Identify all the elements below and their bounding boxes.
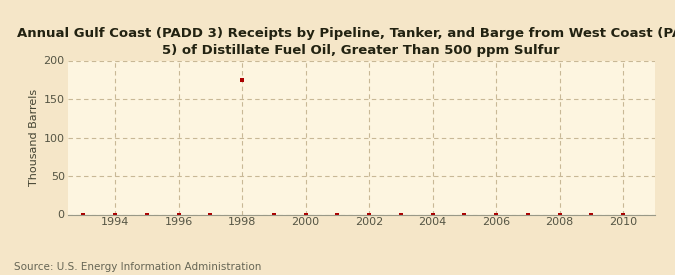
Y-axis label: Thousand Barrels: Thousand Barrels — [30, 89, 39, 186]
Text: Source: U.S. Energy Information Administration: Source: U.S. Energy Information Administ… — [14, 262, 261, 272]
Title: Annual Gulf Coast (PADD 3) Receipts by Pipeline, Tanker, and Barge from West Coa: Annual Gulf Coast (PADD 3) Receipts by P… — [18, 27, 675, 57]
